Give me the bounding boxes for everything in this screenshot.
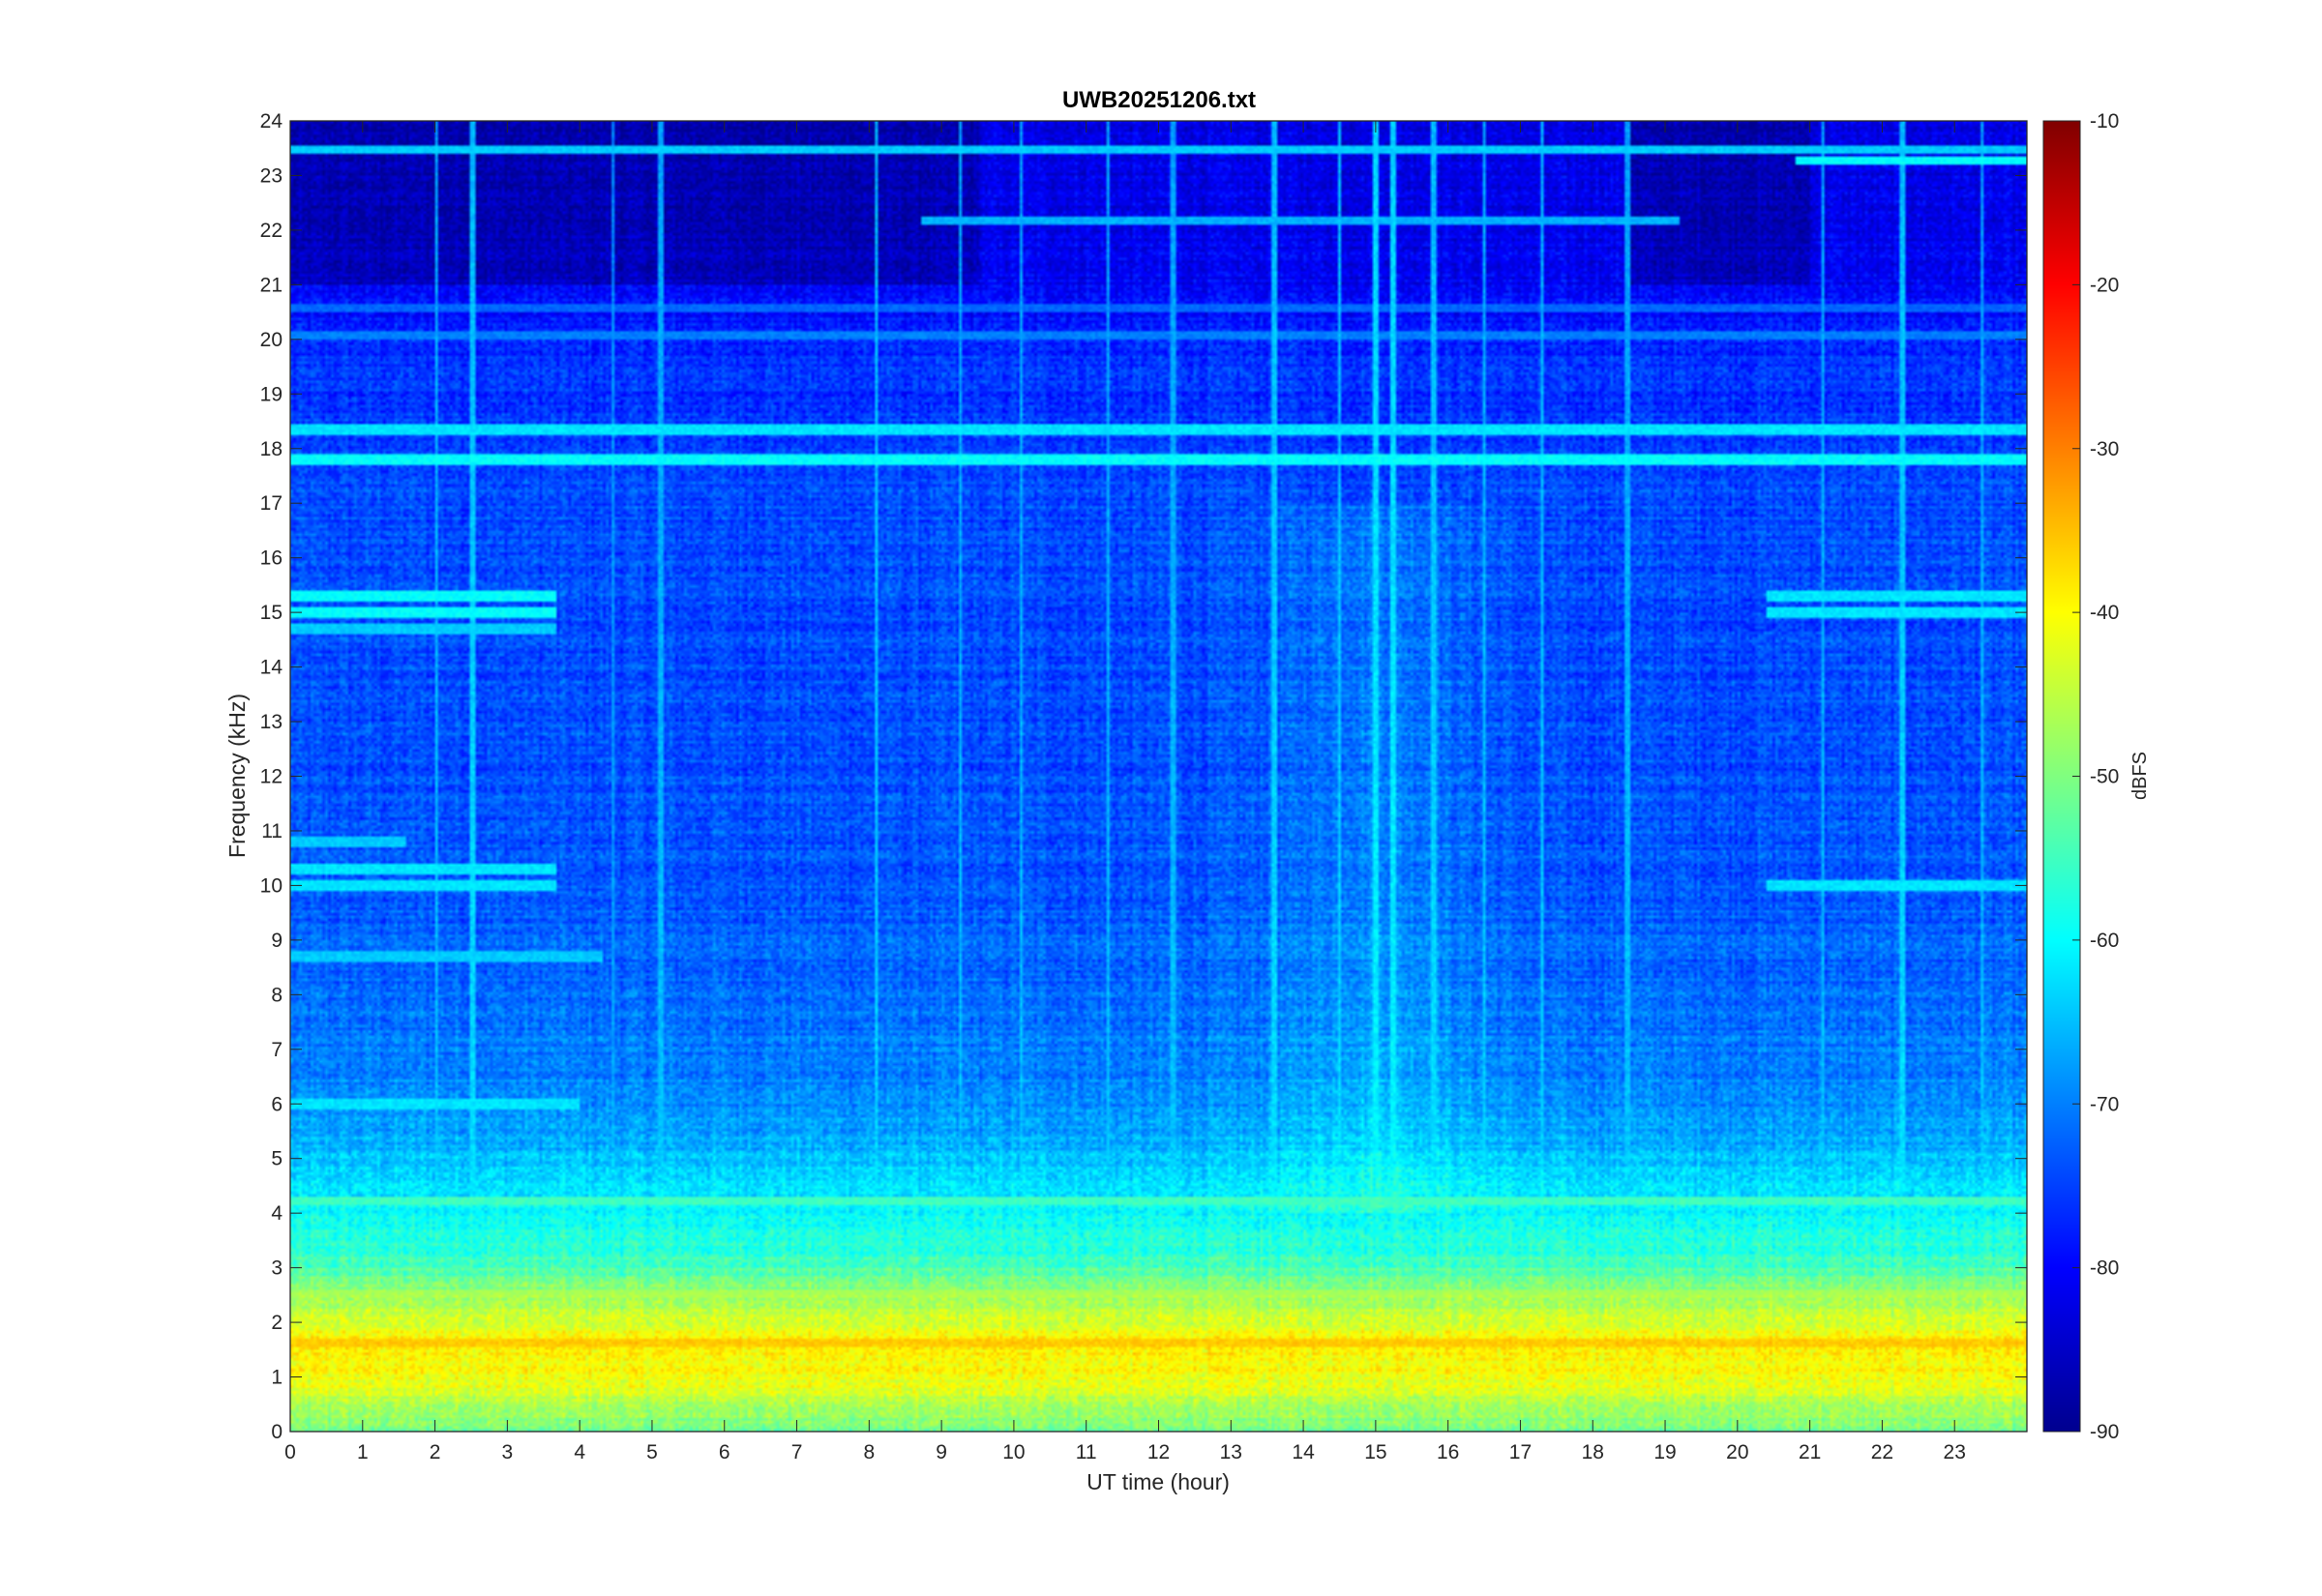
x-tick-label: 16 <box>1437 1441 1459 1463</box>
y-tick-label: 2 <box>271 1312 283 1334</box>
x-tick-label: 5 <box>646 1441 658 1463</box>
colorbar-tick-label: -40 <box>2090 602 2119 624</box>
x-tick-label: 22 <box>1871 1441 1893 1463</box>
y-tick-label: 16 <box>260 547 283 570</box>
x-tick-label: 8 <box>863 1441 875 1463</box>
spectrogram-heatmap <box>290 121 2027 1432</box>
y-tick-label: 8 <box>271 984 283 1006</box>
y-tick-label: 4 <box>271 1202 283 1225</box>
y-tick-label: 17 <box>260 492 283 515</box>
y-tick-label: 15 <box>260 602 283 624</box>
x-tick-label: 11 <box>1076 1441 1097 1463</box>
y-tick-label: 19 <box>260 383 283 405</box>
x-tick-label: 4 <box>574 1441 585 1463</box>
y-tick-label: 13 <box>260 711 283 733</box>
colorbar-tick-label: -60 <box>2090 930 2119 952</box>
colorbar-tick-label: -50 <box>2090 766 2119 788</box>
y-tick-label: 14 <box>260 657 283 679</box>
y-tick-label: 20 <box>260 329 283 351</box>
y-tick-label: 21 <box>260 274 283 296</box>
y-tick-label: 5 <box>271 1148 283 1170</box>
x-tick-label: 3 <box>502 1441 514 1463</box>
x-tick-label: 19 <box>1653 1441 1676 1463</box>
y-tick-label: 11 <box>261 820 283 842</box>
x-tick-label: 6 <box>719 1441 730 1463</box>
x-axis-label: UT time (hour) <box>1087 1469 1230 1494</box>
x-tick-label: 7 <box>791 1441 803 1463</box>
y-tick-label: 22 <box>260 220 283 242</box>
x-tick-label: 20 <box>1726 1441 1748 1463</box>
x-tick-label: 14 <box>1292 1441 1315 1463</box>
y-tick-label: 7 <box>271 1039 283 1061</box>
y-tick-label: 10 <box>260 874 283 897</box>
x-tick-label: 9 <box>936 1441 947 1463</box>
x-tick-label: 10 <box>1002 1441 1025 1463</box>
y-tick-label: 6 <box>271 1093 283 1115</box>
y-tick-label: 0 <box>271 1421 283 1443</box>
x-tick-label: 23 <box>1944 1441 1966 1463</box>
x-tick-label: 1 <box>357 1441 369 1463</box>
y-tick-label: 3 <box>271 1257 283 1280</box>
x-tick-label: 13 <box>1220 1441 1242 1463</box>
y-axis-label: Frequency (kHz) <box>224 694 250 858</box>
x-tick-label: 2 <box>430 1441 441 1463</box>
y-tick-label: 12 <box>260 766 283 788</box>
x-tick-label: 21 <box>1799 1441 1821 1463</box>
y-tick-label: 24 <box>260 110 283 133</box>
y-tick-label: 9 <box>271 930 283 952</box>
y-tick-label: 1 <box>271 1367 283 1389</box>
x-tick-label: 17 <box>1509 1441 1532 1463</box>
colorbar-ticks: -10 -20 -30 -40 -50 -60 -70 -80 -90 <box>2072 110 2119 1443</box>
chart-title: UWB20251206.txt <box>1062 87 1256 113</box>
colorbar-tick-label: -30 <box>2090 438 2119 460</box>
x-tick-label: 0 <box>284 1441 296 1463</box>
x-tick-label: 15 <box>1364 1441 1386 1463</box>
x-tick-label: 12 <box>1147 1441 1170 1463</box>
colorbar-tick-label: -20 <box>2090 274 2119 296</box>
y-tick-label: 18 <box>260 438 283 460</box>
colorbar-tick-label: -80 <box>2090 1257 2119 1280</box>
colorbar-tick-label: -70 <box>2090 1093 2119 1115</box>
spectrogram-image <box>290 121 2027 1432</box>
x-axis-ticks: 0 1 2 3 4 5 6 7 8 9 10 11 12 13 14 15 16 17 18 19 20 21 22 23 <box>284 121 1966 1463</box>
colorbar-label: dBFS <box>2129 752 2151 800</box>
colorbar-tick-label: -90 <box>2090 1421 2119 1443</box>
y-tick-label: 23 <box>260 164 283 187</box>
colorbar-tick-label: -10 <box>2090 110 2119 133</box>
x-tick-label: 18 <box>1582 1441 1604 1463</box>
